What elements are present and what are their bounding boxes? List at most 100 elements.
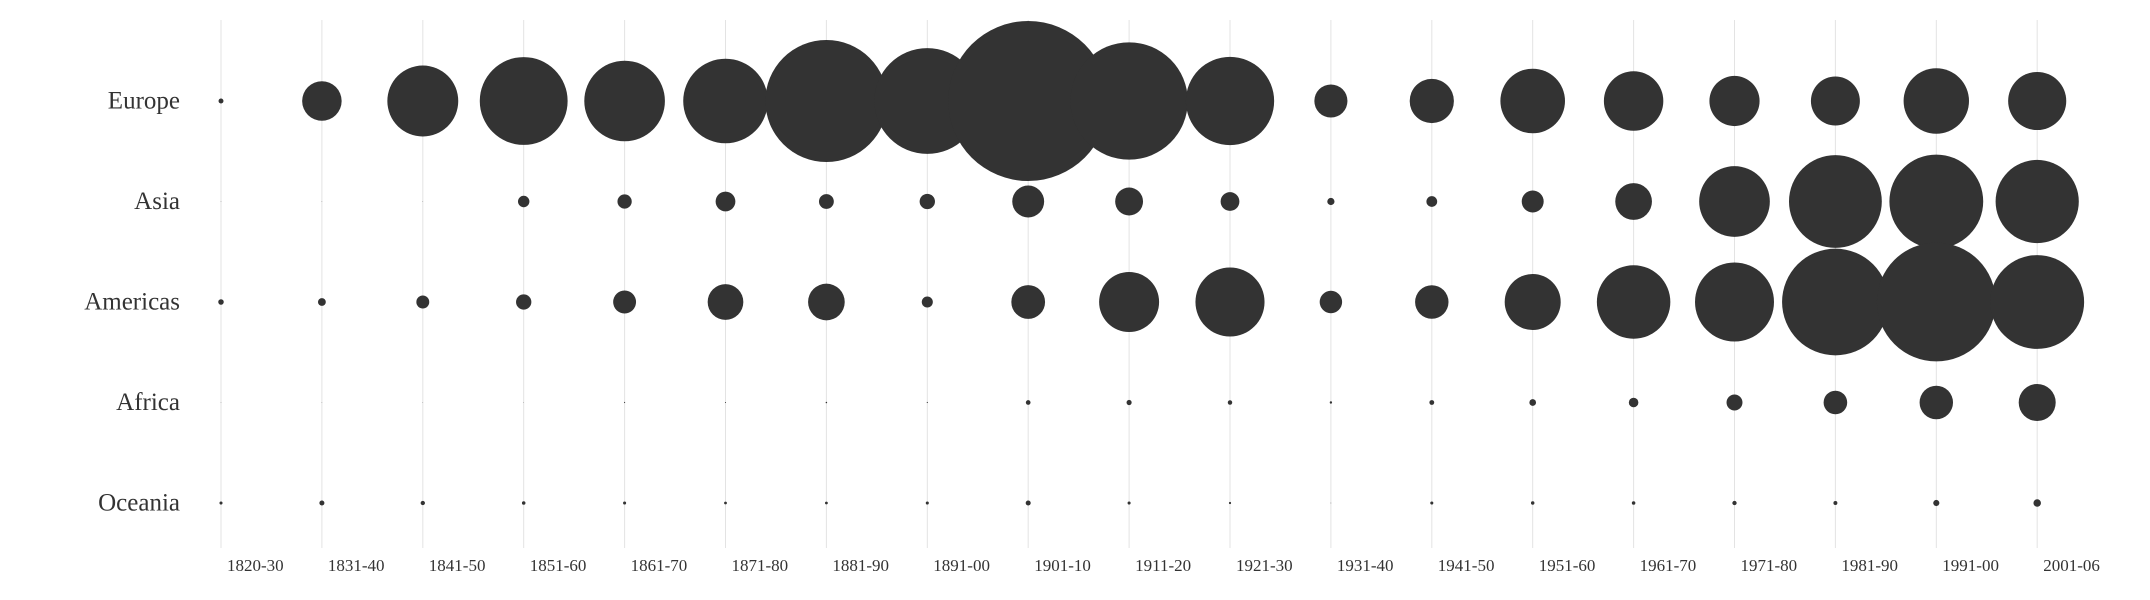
bubble-americas-1981-90 <box>1782 248 1889 356</box>
bubble-africa-1921-30 <box>1227 400 1233 405</box>
period-label-1981-90: 1981-90 <box>1841 556 1898 575</box>
bubble-oceania-1931-40 <box>1330 502 1332 504</box>
bubble-asia-1931-40 <box>1327 197 1335 206</box>
bubble-oceania-1861-70 <box>623 501 627 505</box>
bubble-asia-1881-90 <box>818 194 834 209</box>
bubble-americas-1861-70 <box>613 290 637 314</box>
period-label-1921-30: 1921-30 <box>1236 556 1293 575</box>
bubble-americas-1951-60 <box>1504 274 1561 330</box>
bubble-asia-1971-80 <box>1699 166 1770 237</box>
bubble-asia-1941-50 <box>1426 196 1438 207</box>
bubble-oceania-1901-10 <box>1025 500 1031 506</box>
period-label-1901-10: 1901-10 <box>1034 556 1091 575</box>
bubble-africa-1871-80 <box>724 401 727 404</box>
bubble-americas-1820-30 <box>218 299 224 305</box>
bubble-europe-1941-50 <box>1409 78 1454 124</box>
period-label-1871-80: 1871-80 <box>732 556 789 575</box>
bubble-africa-1881-90 <box>825 401 828 404</box>
bubble-europe-1861-70 <box>584 60 665 142</box>
bubble-europe-1911-20 <box>1070 42 1188 160</box>
bubble-oceania-1851-60 <box>521 501 526 505</box>
bubble-asia-1841-50 <box>422 201 424 202</box>
bubble-oceania-1981-90 <box>1833 501 1838 505</box>
bubble-oceania-1961-70 <box>1631 501 1636 505</box>
bubble-americas-2001-06 <box>1990 255 2085 349</box>
bubble-oceania-2001-06 <box>2033 499 2041 507</box>
bubble-americas-1901-10 <box>1011 285 1046 319</box>
period-label-1941-50: 1941-50 <box>1438 556 1495 575</box>
bubble-americas-1921-30 <box>1195 267 1265 337</box>
bubble-europe-1831-40 <box>302 81 342 121</box>
bubble-asia-1981-90 <box>1788 155 1882 248</box>
bubble-asia-1861-70 <box>617 194 632 209</box>
bubble-africa-1831-40 <box>321 402 323 403</box>
bubble-africa-1961-70 <box>1628 397 1639 408</box>
period-label-1971-80: 1971-80 <box>1741 556 1798 575</box>
bubble-europe-1921-30 <box>1185 56 1275 146</box>
bubble-asia-1891-00 <box>919 193 935 210</box>
bubble-europe-1841-50 <box>387 65 459 137</box>
bubble-americas-1911-20 <box>1099 272 1160 332</box>
bubble-oceania-1841-50 <box>420 500 425 506</box>
row-label-africa: Africa <box>116 389 180 416</box>
bubbles <box>218 21 2085 507</box>
bubble-americas-1841-50 <box>416 295 430 309</box>
bubble-europe-1881-90 <box>765 39 888 163</box>
bubble-oceania-1911-20 <box>1127 501 1131 505</box>
bubble-americas-1891-00 <box>921 296 933 308</box>
bubble-europe-2001-06 <box>2008 71 2067 131</box>
period-label-1991-00: 1991-00 <box>1942 556 1999 575</box>
period-label-1891-00: 1891-00 <box>933 556 990 575</box>
bubble-americas-1991-00 <box>1876 242 1996 362</box>
period-label-2001-06: 2001-06 <box>2043 556 2100 575</box>
bubble-africa-1820-30 <box>220 402 222 403</box>
bubble-asia-1831-40 <box>321 201 323 202</box>
bubble-americas-1961-70 <box>1596 265 1671 339</box>
period-label-1951-60: 1951-60 <box>1539 556 1596 575</box>
period-label-1881-90: 1881-90 <box>832 556 889 575</box>
bubble-africa-1841-50 <box>422 402 424 403</box>
period-labels: 1820-30 1831-40 1841-50 1851-60 1861-70 1871-… <box>227 556 2100 575</box>
bubble-asia-1820-30 <box>220 201 222 202</box>
bubble-africa-1941-50 <box>1429 400 1435 405</box>
bubble-asia-1911-20 <box>1115 187 1144 216</box>
bubble-europe-1981-90 <box>1810 76 1860 126</box>
bubble-asia-1901-10 <box>1012 185 1045 218</box>
bubble-oceania-1941-50 <box>1430 501 1434 505</box>
bubble-americas-1931-40 <box>1319 290 1343 314</box>
bubble-europe-1851-60 <box>479 57 568 145</box>
bubble-americas-1871-80 <box>707 284 744 320</box>
bubble-europe-1961-70 <box>1603 71 1664 131</box>
bubble-europe-1820-30 <box>218 98 224 104</box>
bubble-americas-1941-50 <box>1415 285 1449 319</box>
bubble-americas-1881-90 <box>808 283 845 321</box>
bubble-oceania-1871-80 <box>724 501 727 505</box>
bubble-africa-1901-10 <box>1025 400 1031 405</box>
bubble-europe-1901-10 <box>948 21 1109 181</box>
period-label-1911-20: 1911-20 <box>1135 556 1191 575</box>
period-label-1961-70: 1961-70 <box>1640 556 1697 575</box>
bubble-oceania-1820-30 <box>219 501 223 505</box>
bubble-africa-2001-06 <box>2018 384 2056 421</box>
bubble-oceania-1881-90 <box>825 501 828 505</box>
bubble-asia-1991-00 <box>1889 154 1984 249</box>
bubble-asia-1851-60 <box>517 195 530 208</box>
bubble-europe-1951-60 <box>1500 68 1565 134</box>
bubble-africa-1861-70 <box>624 401 626 404</box>
period-label-1820-30: 1820-30 <box>227 556 284 575</box>
bubble-africa-1851-60 <box>523 402 524 403</box>
bubble-asia-1951-60 <box>1521 190 1544 213</box>
bubble-americas-1831-40 <box>317 298 326 306</box>
bubble-oceania-1951-60 <box>1530 501 1535 505</box>
bubble-oceania-1831-40 <box>319 500 325 506</box>
period-label-1831-40: 1831-40 <box>328 556 385 575</box>
bubble-africa-1981-90 <box>1823 390 1848 415</box>
period-label-1851-60: 1851-60 <box>530 556 587 575</box>
bubble-africa-1891-00 <box>926 401 928 404</box>
period-label-1861-70: 1861-70 <box>631 556 688 575</box>
bubble-africa-1991-00 <box>1919 385 1954 420</box>
bubble-asia-1871-80 <box>715 191 736 212</box>
row-label-asia: Asia <box>134 188 180 215</box>
